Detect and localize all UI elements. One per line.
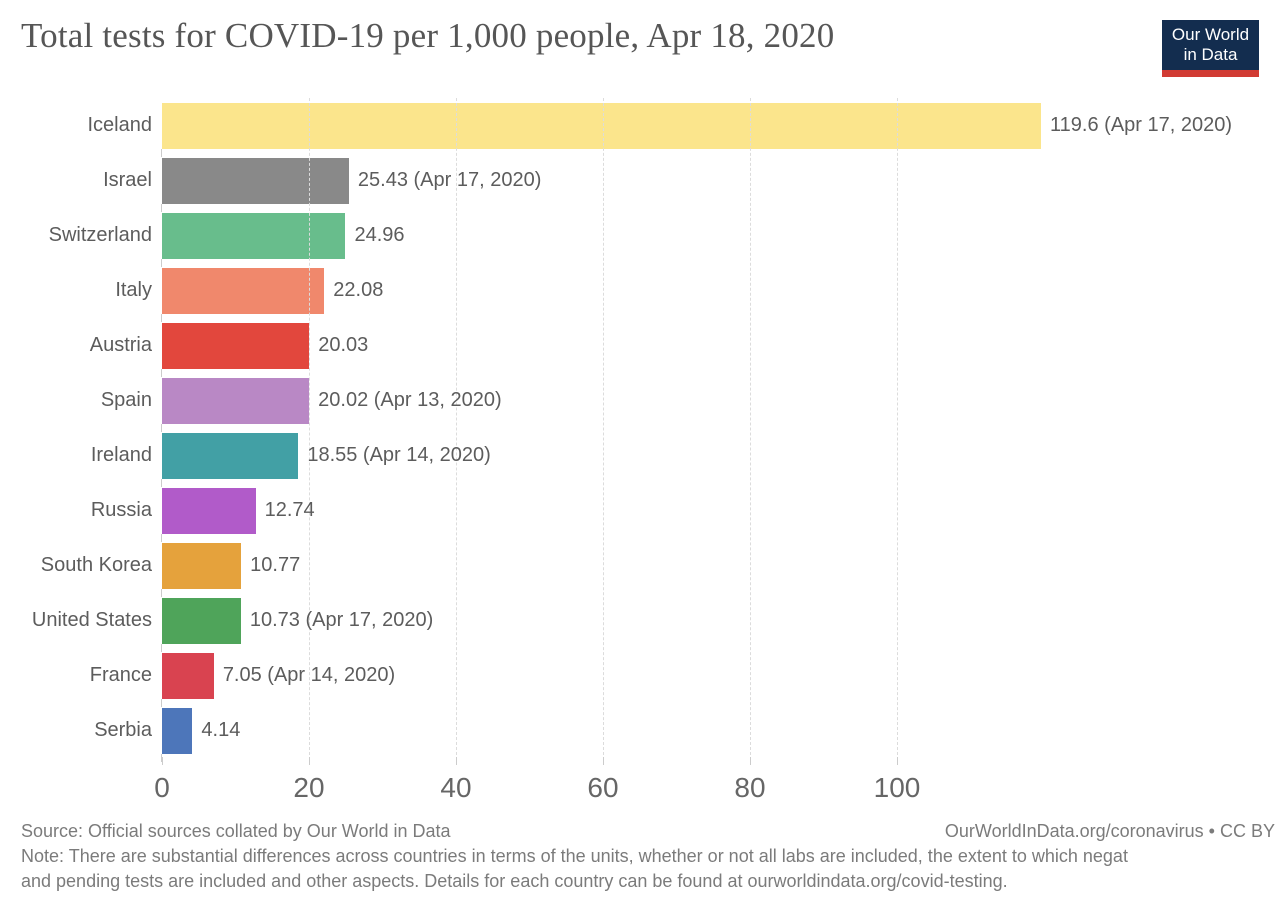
category-label: Ireland (90, 444, 152, 466)
value-label: 20.03 (318, 334, 369, 356)
x-axis-tick-label: 40 (440, 772, 472, 803)
category-label: Serbia (94, 719, 152, 741)
bar-area: 24.96 (162, 212, 1280, 259)
bar-row: United States 10.73 (Apr 17, 2020) (0, 593, 1280, 648)
bar (162, 542, 242, 589)
bar-row: Russia 12.74 (0, 483, 1280, 538)
page-title: Total tests for COVID-19 per 1,000 peopl… (21, 16, 835, 55)
x-axis-tick-label: 20 (293, 772, 325, 803)
bar-area: 10.73 (Apr 17, 2020) (162, 597, 1280, 644)
bar-area: 12.74 (162, 487, 1280, 534)
value-label: 12.74 (264, 499, 315, 521)
value-label: 22.08 (333, 279, 384, 301)
bar (162, 707, 193, 754)
category-label: Israel (103, 169, 152, 191)
bar-area: 20.03 (162, 322, 1280, 369)
bar (162, 652, 214, 699)
category-label: Iceland (87, 114, 153, 136)
bar-row: France 7.05 (Apr 14, 2020) (0, 648, 1280, 703)
x-axis-tick (750, 757, 751, 765)
category-label: Spain (100, 389, 152, 411)
attribution-text: OurWorldInData.org/coronavirus • CC BY (944, 821, 1275, 841)
value-label: 18.55 (Apr 14, 2020) (307, 444, 491, 466)
x-axis-tick-label: 80 (734, 772, 766, 803)
bar (162, 102, 1042, 149)
bar-area: 22.08 (162, 267, 1280, 314)
value-label: 20.02 (Apr 13, 2020) (318, 389, 502, 411)
category-label: Russia (90, 499, 152, 521)
bar (162, 487, 256, 534)
bar-row: South Korea 10.77 (0, 538, 1280, 593)
x-axis-tick (603, 757, 604, 765)
value-label: 119.6 (Apr 17, 2020) (1050, 114, 1233, 136)
x-axis-tick (309, 757, 310, 765)
bar-area: 7.05 (Apr 14, 2020) (162, 652, 1280, 699)
bar-area: 20.02 (Apr 13, 2020) (162, 377, 1280, 424)
x-axis-tick-label: 60 (587, 772, 619, 803)
bar-row: Italy 22.08 (0, 263, 1280, 318)
value-label: 10.73 (Apr 17, 2020) (249, 609, 434, 631)
note-text-line2: and pending tests are included and other… (21, 871, 1008, 891)
category-label: Switzerland (48, 224, 152, 246)
source-text: Source: Official sources collated by Our… (21, 821, 451, 841)
x-axis-tick (456, 757, 457, 765)
bar-area: 4.14 (162, 707, 1280, 754)
value-label: 7.05 (Apr 14, 2020) (222, 664, 396, 686)
category-label: Austria (89, 334, 152, 356)
bar-area: 25.43 (Apr 17, 2020) (162, 157, 1280, 204)
chart-footer: Source: Official sources collated by Our… (21, 819, 1275, 894)
category-label: United States (31, 609, 152, 631)
bar-row: Switzerland 24.96 (0, 208, 1280, 263)
bar (162, 597, 241, 644)
value-label: 4.14 (201, 719, 241, 741)
bar-row: Austria 20.03 (0, 318, 1280, 373)
value-label: 24.96 (354, 224, 405, 246)
bar-area: 10.77 (162, 542, 1280, 589)
bar (162, 212, 346, 259)
bar-row: Spain 20.02 (Apr 13, 2020) (0, 373, 1280, 428)
bar (162, 267, 325, 314)
owid-logo-line2: in Data (1183, 45, 1238, 64)
bar (162, 322, 310, 369)
bar-row: Serbia 4.14 (0, 703, 1280, 758)
owid-logo[interactable]: Our World in Data (1162, 20, 1259, 77)
note-text-line1: Note: There are substantial differences … (21, 846, 1128, 866)
value-label: 10.77 (250, 554, 301, 576)
bar-chart: Iceland 119.6 (Apr 17, 2020) Israel 25.43 (… (0, 98, 1280, 758)
bar-area: 119.6 (Apr 17, 2020) (162, 102, 1280, 149)
bar-row: Israel 25.43 (Apr 17, 2020) (0, 153, 1280, 208)
bar-row: Ireland 18.55 (Apr 14, 2020) (0, 428, 1280, 483)
x-axis-tick (162, 757, 163, 765)
category-label: Italy (115, 279, 152, 301)
bar (162, 157, 349, 204)
bar-row: Iceland 119.6 (Apr 17, 2020) (0, 98, 1280, 153)
x-axis: 0 20 40 60 80 100 (0, 772, 1280, 808)
owid-logo-line1: Our World (1171, 25, 1250, 44)
x-axis-tick-label: 100 (873, 772, 921, 803)
category-label: South Korea (40, 554, 152, 576)
bar (162, 432, 299, 479)
x-axis-tick-label: 0 (154, 772, 170, 803)
category-label: France (89, 664, 152, 686)
bar-area: 18.55 (Apr 14, 2020) (162, 432, 1280, 479)
bar (162, 377, 310, 424)
x-axis-tick (897, 757, 898, 765)
value-label: 25.43 (Apr 17, 2020) (357, 169, 542, 191)
